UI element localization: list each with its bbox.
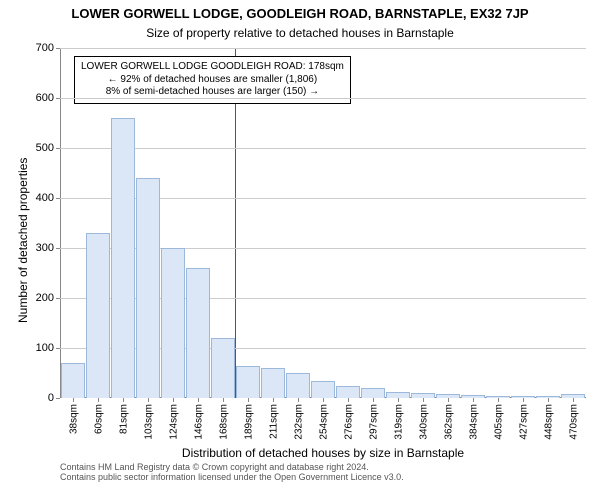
x-tick-mark [473, 398, 474, 402]
x-tick-label: 427sqm [517, 404, 530, 440]
y-tick-label: 400 [36, 192, 60, 204]
histogram-bar [136, 178, 160, 398]
histogram-bar [61, 363, 85, 398]
chart-subtitle: Size of property relative to detached ho… [0, 26, 600, 40]
y-axis-line [60, 48, 61, 398]
x-tick-label: 146sqm [191, 404, 204, 440]
x-tick-label: 103sqm [141, 404, 154, 440]
x-tick-label: 470sqm [567, 404, 580, 440]
y-tick-label: 300 [36, 242, 60, 254]
x-tick-label: 254sqm [317, 404, 330, 440]
x-tick-mark [148, 398, 149, 402]
footer-attribution: Contains HM Land Registry data © Crown c… [60, 462, 404, 482]
histogram-bar [186, 268, 210, 398]
x-tick-label: 60sqm [91, 404, 104, 434]
annotation-line: 8% of semi-detached houses are larger (1… [81, 86, 344, 99]
y-axis-label: Number of detached properties [16, 158, 30, 323]
histogram-bar [161, 248, 185, 398]
x-tick-mark [73, 398, 74, 402]
x-tick-label: 81sqm [116, 404, 129, 434]
x-tick-mark [98, 398, 99, 402]
y-tick-label: 700 [36, 42, 60, 54]
x-tick-mark [173, 398, 174, 402]
x-tick-label: 276sqm [342, 404, 355, 440]
x-tick-mark [423, 398, 424, 402]
x-tick-mark [323, 398, 324, 402]
x-tick-label: 168sqm [216, 404, 229, 440]
x-tick-label: 189sqm [241, 404, 254, 440]
x-tick-label: 405sqm [492, 404, 505, 440]
plot-area: LOWER GORWELL LODGE GOODLEIGH ROAD: 178s… [60, 48, 586, 398]
gridline [60, 98, 586, 99]
histogram-bar [311, 381, 335, 399]
y-tick-label: 100 [36, 342, 60, 354]
y-tick-label: 200 [36, 292, 60, 304]
x-tick-mark [548, 398, 549, 402]
histogram-bar [336, 386, 360, 399]
x-tick-mark [448, 398, 449, 402]
x-tick-mark [123, 398, 124, 402]
x-tick-label: 297sqm [367, 404, 380, 440]
annotation-line: LOWER GORWELL LODGE GOODLEIGH ROAD: 178s… [81, 61, 344, 74]
x-tick-label: 124sqm [166, 404, 179, 440]
chart-title: LOWER GORWELL LODGE, GOODLEIGH ROAD, BAR… [0, 6, 600, 21]
x-tick-label: 448sqm [542, 404, 555, 440]
x-tick-mark [223, 398, 224, 402]
histogram-bar [286, 373, 310, 398]
x-tick-mark [523, 398, 524, 402]
histogram-bar [111, 118, 135, 398]
x-tick-mark [398, 398, 399, 402]
x-tick-mark [273, 398, 274, 402]
footer-line-1: Contains HM Land Registry data © Crown c… [60, 462, 404, 472]
x-tick-mark [498, 398, 499, 402]
y-tick-label: 600 [36, 92, 60, 104]
x-tick-label: 211sqm [266, 404, 279, 439]
x-tick-label: 384sqm [467, 404, 480, 440]
y-tick-label: 500 [36, 142, 60, 154]
footer-line-2: Contains public sector information licen… [60, 472, 404, 482]
x-tick-mark [298, 398, 299, 402]
y-tick-label: 0 [48, 392, 60, 404]
x-tick-mark [373, 398, 374, 402]
x-tick-label: 232sqm [291, 404, 304, 440]
x-axis-label: Distribution of detached houses by size … [60, 446, 586, 460]
annotation-line: ← 92% of detached houses are smaller (1,… [81, 74, 344, 87]
histogram-bar [361, 388, 385, 398]
gridline [60, 48, 586, 49]
histogram-bar [211, 338, 235, 398]
histogram-chart: LOWER GORWELL LODGE, GOODLEIGH ROAD, BAR… [0, 0, 600, 500]
x-tick-label: 340sqm [417, 404, 430, 440]
x-tick-label: 362sqm [442, 404, 455, 440]
x-tick-mark [573, 398, 574, 402]
x-tick-mark [248, 398, 249, 402]
histogram-bar [261, 368, 285, 398]
histogram-bar [86, 233, 110, 398]
x-tick-label: 38sqm [66, 404, 79, 434]
annotation-box: LOWER GORWELL LODGE GOODLEIGH ROAD: 178s… [74, 56, 351, 104]
histogram-bar [236, 366, 260, 399]
x-tick-mark [198, 398, 199, 402]
x-tick-label: 319sqm [392, 404, 405, 440]
x-tick-mark [348, 398, 349, 402]
gridline [60, 148, 586, 149]
